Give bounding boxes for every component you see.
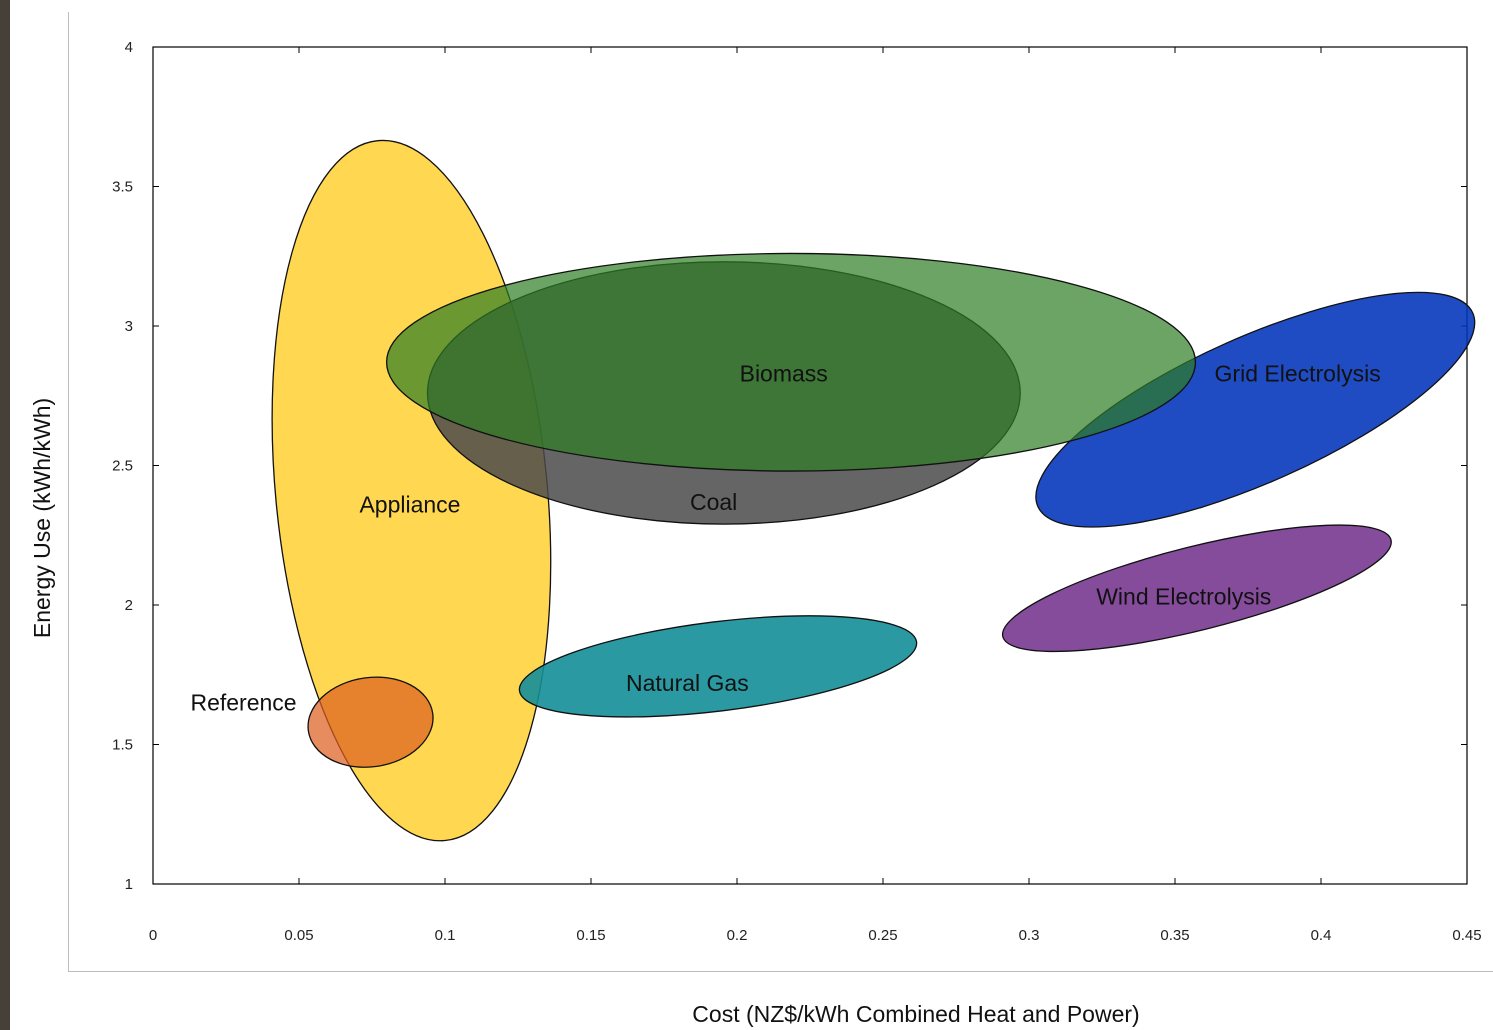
wind-electrolysis-region [1001, 524, 1392, 653]
reference-region [307, 676, 434, 768]
y-axis-title: Energy Use (kWh/kWh) [29, 398, 55, 638]
biomass-region [385, 252, 1197, 472]
reference-label: Reference [190, 690, 296, 716]
x-tick-label: 0.15 [576, 927, 605, 944]
tick-labels: 0 0.05 0.1 0.15 0.2 0.25 0.3 0.35 0.4 0.45 1 1.5 2 2.… [112, 39, 1481, 944]
x-tick-label: 0.45 [1452, 927, 1481, 944]
x-tick-label: 0.05 [284, 927, 313, 944]
y-tick-label: 2.5 [112, 458, 133, 475]
y-tick-label: 3.5 [112, 179, 133, 196]
y-tick-label: 4 [125, 39, 133, 56]
x-axis-title: Cost (NZ$/kWh Combined Heat and Power) [692, 1001, 1139, 1027]
grid-electrolysis-label: Grid Electrolysis [1215, 360, 1381, 386]
x-tick-label: 0.25 [868, 927, 897, 944]
x-tick-label: 0.2 [727, 927, 748, 944]
y-tick-label: 2 [125, 597, 133, 614]
y-tick-label: 1.5 [112, 737, 133, 754]
chart-frame [68, 12, 1493, 972]
x-tick-label: 0 [149, 927, 157, 944]
x-tick-label: 0.1 [435, 927, 456, 944]
y-tick-label: 1 [125, 876, 133, 893]
x-tick-label: 0.3 [1019, 927, 1040, 944]
natural-gas-region [518, 615, 918, 718]
grid-electrolysis-region [1035, 291, 1476, 528]
region-labels: Appliance Coal Grid Electrolysis Biomass Nat… [190, 360, 1380, 715]
x-tick-label: 0.35 [1160, 927, 1189, 944]
natural-gas-label: Natural Gas [626, 670, 749, 696]
wind-electrolysis-label: Wind Electrolysis [1096, 584, 1271, 610]
appliance-label: Appliance [359, 492, 460, 518]
y-tick-label: 3 [125, 318, 133, 335]
biomass-label: Biomass [740, 360, 828, 386]
coal-label: Coal [690, 489, 737, 515]
data-regions [271, 139, 1476, 842]
x-tick-label: 0.4 [1311, 927, 1332, 944]
